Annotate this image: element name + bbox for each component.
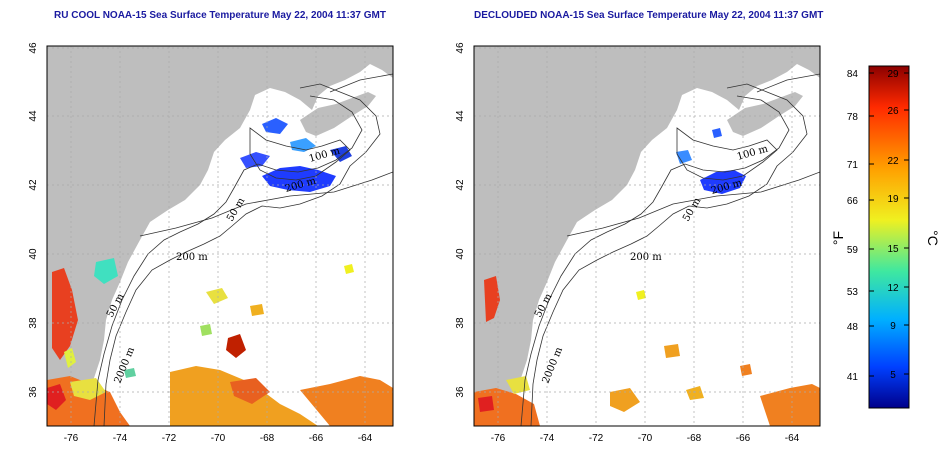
right-map-title: DECLOUDED NOAA-15 Sea Surface Temperatur… [474, 10, 824, 21]
colorbar-celsius-ticks [904, 72, 909, 375]
left-map-frame [46, 45, 394, 427]
right-lat-tick: 38 [455, 317, 466, 329]
right-nova-scotia [727, 92, 803, 136]
colorbar-f-label: 59 [847, 245, 859, 256]
left-lon-tick: -68 [260, 433, 275, 444]
left-lat-tick: 42 [28, 179, 39, 191]
colorbar-celsius-unit: °C [925, 230, 941, 246]
right-lon-tick: -72 [589, 433, 604, 444]
right-lon-tick: -68 [687, 433, 702, 444]
colorbar-c-label: 15 [887, 244, 899, 255]
colorbar-gradient [868, 65, 910, 409]
colorbar-fahrenheit-unit: °F [830, 231, 846, 245]
right-map-panel: 100 m 200 m 50 m 200 m 50 m 2000 m -76 -… [455, 42, 821, 444]
left-lat-axis: 46 44 42 40 38 36 [28, 42, 39, 398]
colorbar-c-label: 29 [887, 69, 899, 80]
colorbar-f-label: 53 [847, 287, 859, 298]
right-sst-pixels [474, 128, 820, 426]
colorbar-f-label: 41 [847, 372, 859, 383]
left-lat-tick: 40 [28, 248, 39, 260]
right-lon-tick: -74 [540, 433, 555, 444]
left-lon-tick: -70 [211, 433, 226, 444]
left-contour-label-200: 200 m [176, 252, 208, 263]
colorbar-f-label: 66 [847, 196, 859, 207]
colorbar-f-label: 48 [847, 322, 859, 333]
colorbar-fahrenheit-ticks [869, 72, 874, 377]
right-lat-tick: 46 [455, 42, 466, 54]
colorbar-c-label: 9 [890, 321, 896, 332]
right-lon-axis: -76 -74 -72 -70 -68 -66 -64 [491, 433, 800, 444]
left-lat-tick: 36 [28, 386, 39, 398]
left-lat-tick: 38 [28, 317, 39, 329]
right-map-frame [473, 45, 821, 427]
left-lon-tick: -66 [309, 433, 324, 444]
left-lat-tick: 44 [28, 110, 39, 122]
left-map-title: RU COOL NOAA-15 Sea Surface Temperature … [54, 10, 386, 21]
right-contour-label-200: 200 m [630, 252, 662, 263]
left-lon-tick: -64 [358, 433, 373, 444]
left-lon-tick: -76 [64, 433, 79, 444]
right-lat-tick: 42 [455, 179, 466, 191]
colorbar-f-label: 84 [847, 69, 859, 80]
right-lon-tick: -66 [736, 433, 751, 444]
left-grid [47, 46, 393, 426]
right-lon-tick: -76 [491, 433, 506, 444]
colorbar-c-label: 5 [890, 370, 896, 381]
right-grid [474, 46, 820, 426]
left-lat-tick: 46 [28, 42, 39, 54]
right-lat-tick: 44 [455, 110, 466, 122]
left-nova-scotia [300, 92, 376, 136]
right-lat-tick: 40 [455, 248, 466, 260]
left-lon-axis: -76 -74 -72 -70 -68 -66 -64 [64, 433, 373, 444]
temperature-colorbar: 84 78 71 66 59 53 48 41 29 26 22 19 15 1… [830, 65, 941, 409]
right-land [474, 46, 820, 426]
colorbar-c-label: 26 [887, 106, 899, 117]
right-lon-tick: -70 [638, 433, 653, 444]
left-lon-tick: -74 [113, 433, 128, 444]
right-lat-axis: 46 44 42 40 38 36 [455, 42, 466, 398]
colorbar-f-label: 71 [847, 160, 859, 171]
colorbar-c-label: 22 [887, 156, 899, 167]
colorbar-f-label: 78 [847, 112, 859, 123]
colorbar-c-label: 19 [887, 194, 899, 205]
left-isobaths [93, 73, 393, 426]
left-lon-tick: -72 [162, 433, 177, 444]
right-lat-tick: 36 [455, 386, 466, 398]
left-map-panel: 100 m 200 m 50 m 200 m 50 m 2000 m -76 -… [28, 42, 394, 444]
left-land [47, 46, 393, 426]
right-lon-tick: -64 [785, 433, 800, 444]
colorbar-c-label: 12 [887, 283, 899, 294]
right-isobaths [520, 73, 820, 426]
